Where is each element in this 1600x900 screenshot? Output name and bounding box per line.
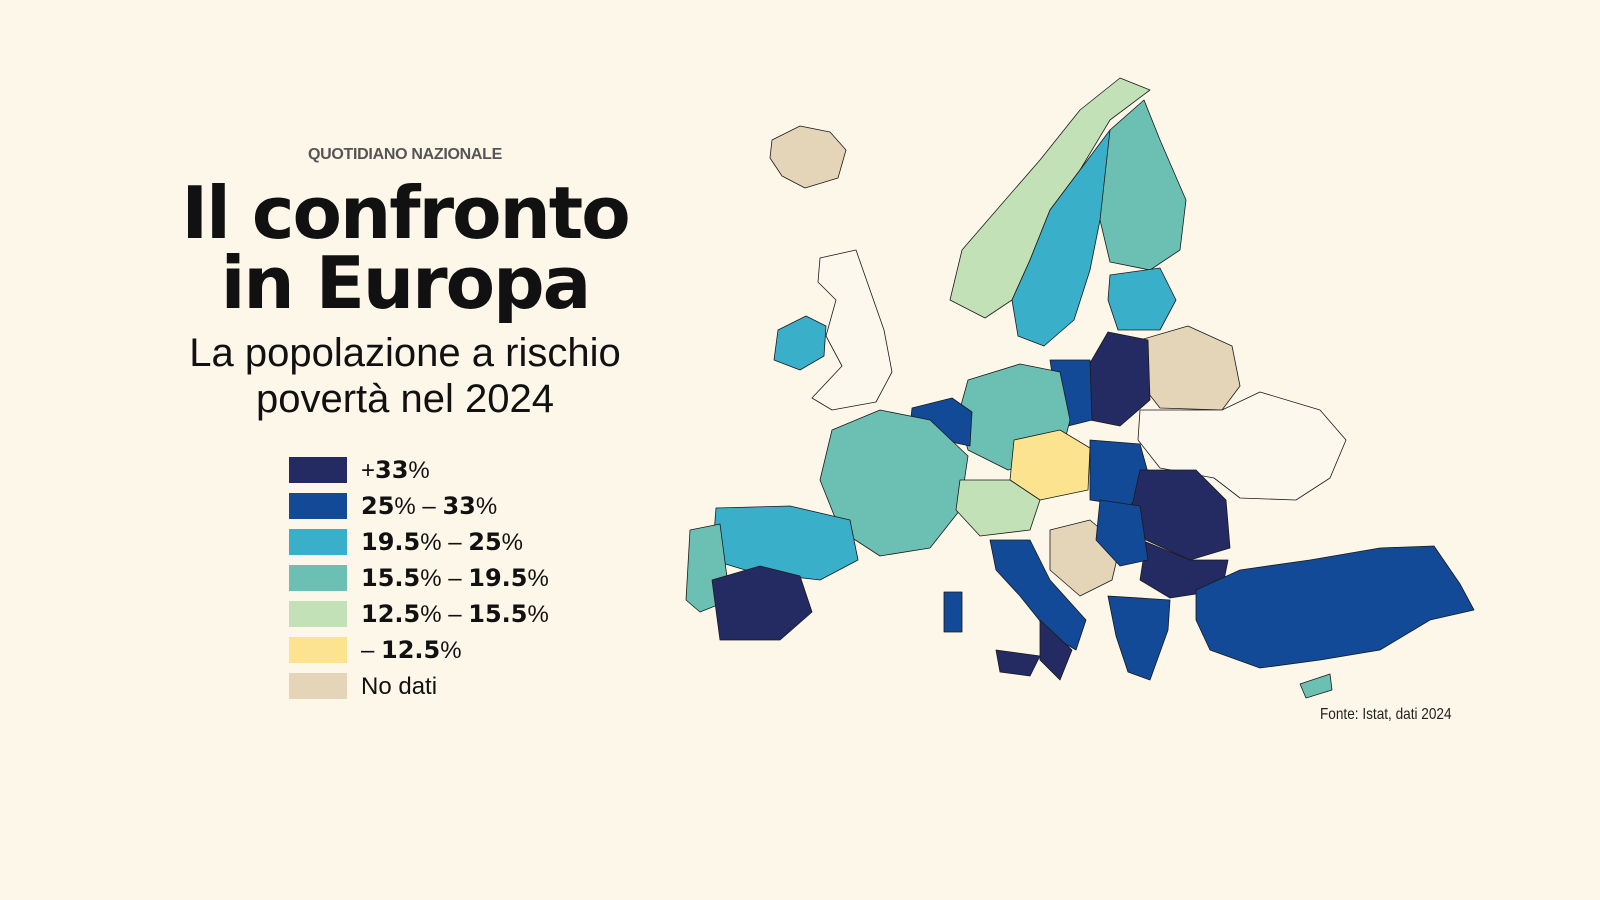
legend-label: – 12.5% <box>361 636 462 665</box>
legend-label-part: % <box>501 528 523 556</box>
legend-label-part: – <box>361 636 382 664</box>
legend-label: 12.5% – 15.5% <box>361 600 549 629</box>
legend-label: 25% – 33% <box>361 492 497 521</box>
legend-label-part: 12.5 <box>381 635 441 664</box>
legend-item: 12.5% – 15.5% <box>289 596 549 632</box>
region-uk <box>811 249 893 411</box>
legend-label-part: % – <box>420 528 469 556</box>
legend-label-part: No dati <box>361 672 438 700</box>
region-france <box>819 409 969 557</box>
region-finland <box>1099 99 1187 271</box>
legend-label-part: 19.5 <box>361 527 421 556</box>
legend-label-part: 33 <box>375 455 409 484</box>
region-iceland <box>769 125 847 189</box>
region-alps <box>955 479 1041 537</box>
region-sardinia <box>943 591 963 633</box>
legend-item: 19.5% – 25% <box>289 524 549 560</box>
legend-label-part: % <box>440 636 462 664</box>
region-spain-s <box>711 565 813 641</box>
publisher-kicker: QUOTIDIANO NAZIONALE <box>308 146 502 163</box>
legend-label-part: % <box>475 492 498 520</box>
legend-label-part: + <box>361 456 376 484</box>
legend-item: 25% – 33% <box>289 488 549 524</box>
legend-item: 15.5% – 19.5% <box>289 560 549 596</box>
region-iberia-n <box>711 505 859 581</box>
legend-label: 15.5% – 19.5% <box>361 564 549 593</box>
legend-swatch <box>289 529 347 555</box>
region-greece <box>1107 595 1171 681</box>
region-italy <box>989 539 1087 651</box>
legend-label-part: 15.5 <box>361 563 421 592</box>
legend-item: – 12.5% <box>289 632 549 668</box>
legend-label-part: % – <box>420 564 469 592</box>
legend-label-part: 33 <box>442 491 476 520</box>
legend-label-part: 12.5 <box>361 599 421 628</box>
legend-label: 19.5% – 25% <box>361 528 523 557</box>
region-ireland <box>773 315 827 371</box>
legend-swatch <box>289 565 347 591</box>
region-cyprus <box>1299 673 1333 699</box>
region-serbia <box>1095 499 1149 567</box>
source-note: Fonte: Istat, dati 2024 <box>1320 706 1452 723</box>
legend-label-part: 19.5 <box>468 563 528 592</box>
legend-label-part: 25 <box>468 527 502 556</box>
legend-label-part: % <box>408 456 430 484</box>
legend-item: +33% <box>289 452 549 488</box>
region-baltics <box>1107 267 1177 331</box>
region-belarus <box>1137 325 1241 411</box>
legend-label-part: % – <box>420 600 469 628</box>
legend-label: +33% <box>361 456 430 485</box>
region-sicily <box>995 649 1041 677</box>
legend-swatch <box>289 673 347 699</box>
legend-swatch <box>289 601 347 627</box>
legend-label-part: % – <box>394 492 443 520</box>
legend-swatch <box>289 493 347 519</box>
legend-swatch <box>289 637 347 663</box>
legend-swatch <box>289 457 347 483</box>
legend-label-part: % <box>527 564 549 592</box>
legend-item: No dati <box>289 668 549 704</box>
legend-label-part: % <box>527 600 549 628</box>
region-turkey <box>1195 545 1475 669</box>
region-italy-s <box>1039 619 1073 681</box>
page-title: Il confronto in Europa <box>181 171 630 325</box>
legend-label-part: 25 <box>361 491 395 520</box>
legend-label-part: 15.5 <box>468 599 528 628</box>
page-subtitle: La popolazione a rischio povertà nel 202… <box>189 331 621 421</box>
map-legend: +33% 25% – 33% 19.5% – 25% 15.5% – 19.5% 12.… <box>289 452 549 704</box>
legend-label: No dati <box>361 672 437 701</box>
